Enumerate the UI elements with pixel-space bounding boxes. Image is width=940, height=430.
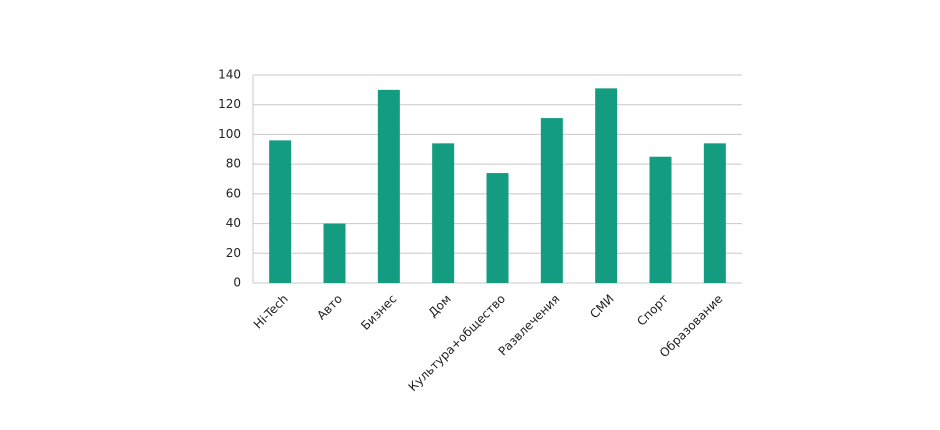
bar	[486, 173, 509, 283]
y-tick-label: 140	[218, 68, 241, 82]
bar	[269, 140, 292, 283]
y-tick-label: 120	[218, 97, 241, 111]
x-tick-label: Авто	[314, 292, 345, 323]
x-tick-label: Культура+общество	[406, 292, 508, 394]
y-tick-label: 100	[218, 127, 241, 141]
y-tick-label: 40	[226, 216, 241, 230]
y-tick-label: 60	[226, 186, 241, 200]
x-tick-label: Дом	[426, 292, 454, 320]
bar	[649, 156, 672, 283]
x-tick-label: Hi-Tech	[251, 292, 291, 332]
x-tick-label: Спорт	[634, 292, 671, 329]
y-tick-label: 20	[226, 246, 241, 260]
bar	[377, 89, 400, 283]
y-tick-label: 0	[233, 276, 241, 290]
bar	[540, 118, 563, 283]
bar	[703, 143, 726, 283]
x-tick-label: СМИ	[587, 292, 616, 321]
x-tick-label: Бизнес	[358, 292, 399, 333]
bar	[323, 223, 346, 283]
bar	[595, 88, 618, 283]
bar	[432, 143, 455, 283]
y-tick-label: 80	[226, 157, 241, 171]
